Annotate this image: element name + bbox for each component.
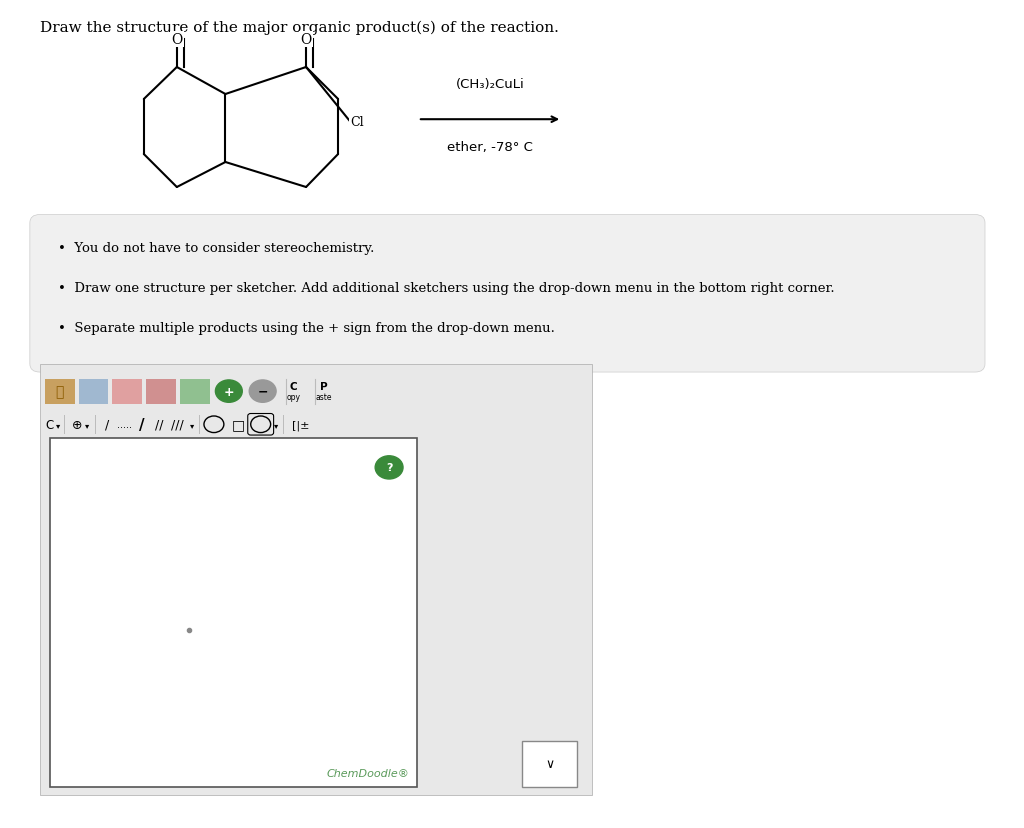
- FancyBboxPatch shape: [30, 215, 985, 373]
- Text: •  Draw one structure per sketcher. Add additional sketchers using the drop-down: • Draw one structure per sketcher. Add a…: [57, 282, 835, 295]
- Text: ▾: ▾: [85, 421, 90, 429]
- Text: ▾: ▾: [273, 421, 278, 429]
- Text: ▾: ▾: [55, 421, 59, 429]
- FancyBboxPatch shape: [79, 379, 109, 404]
- Text: //: //: [155, 418, 164, 431]
- Text: −: −: [257, 385, 268, 398]
- Text: +: +: [223, 385, 234, 398]
- FancyBboxPatch shape: [146, 379, 176, 404]
- Text: (CH₃)₂CuLi: (CH₃)₂CuLi: [456, 78, 524, 91]
- FancyBboxPatch shape: [40, 364, 592, 795]
- Text: Draw the structure of the major organic product(s) of the reaction.: Draw the structure of the major organic …: [40, 21, 559, 35]
- Text: Cl: Cl: [350, 115, 364, 128]
- FancyBboxPatch shape: [45, 379, 75, 404]
- Circle shape: [249, 380, 276, 402]
- Text: ∨: ∨: [545, 758, 554, 770]
- FancyBboxPatch shape: [522, 741, 578, 787]
- Text: •  You do not have to consider stereochemistry.: • You do not have to consider stereochem…: [57, 242, 374, 255]
- Text: •  Separate multiple products using the + sign from the drop-down menu.: • Separate multiple products using the +…: [57, 321, 555, 335]
- Text: ⊕: ⊕: [73, 418, 83, 431]
- Text: ChemDoodle®: ChemDoodle®: [326, 768, 409, 778]
- Text: C: C: [46, 418, 54, 431]
- Text: O: O: [171, 33, 182, 47]
- Text: ✋: ✋: [55, 385, 63, 398]
- Text: /: /: [139, 417, 145, 432]
- Circle shape: [215, 380, 243, 402]
- Text: ///: ///: [171, 418, 183, 431]
- FancyBboxPatch shape: [113, 379, 142, 404]
- Text: □: □: [232, 418, 246, 431]
- Text: [|±: [|±: [292, 420, 309, 430]
- Text: C: C: [290, 381, 297, 391]
- Text: ether, -78° C: ether, -78° C: [447, 141, 532, 154]
- Text: .....: .....: [117, 420, 132, 430]
- FancyBboxPatch shape: [50, 439, 417, 787]
- FancyBboxPatch shape: [180, 379, 210, 404]
- Text: P: P: [319, 381, 328, 391]
- Text: /: /: [105, 418, 110, 431]
- Circle shape: [375, 456, 403, 479]
- Text: opy: opy: [287, 392, 300, 402]
- Text: aste: aste: [315, 392, 332, 402]
- Text: O: O: [300, 33, 311, 47]
- Text: ?: ?: [386, 463, 392, 473]
- Text: ▾: ▾: [189, 421, 195, 429]
